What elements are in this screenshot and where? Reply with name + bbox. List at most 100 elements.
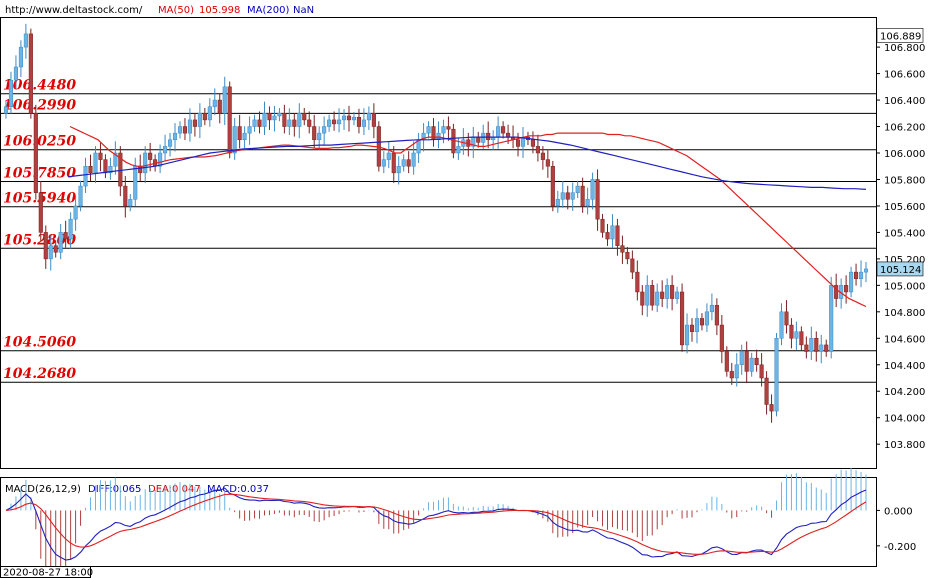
candle-up [272,115,277,121]
candle-down [754,357,759,366]
candle-up [829,285,834,352]
price-tick-label: 105.200 [884,255,925,266]
level-label: 105.7850 [3,165,76,181]
timestamp: 2020-08-27 18:00 [3,568,93,578]
macd-value: MACD:0.037 [207,484,269,495]
candle-up [794,331,799,339]
level-label: 106.2990 [3,97,76,113]
ma200-label: MA(200) [247,5,289,16]
candle-up [13,66,18,81]
candle-down [202,113,207,121]
candle-down [431,126,436,141]
candle-up [694,318,700,332]
candle-up [197,113,202,127]
candle-up [8,79,14,107]
candle-down [640,291,645,306]
candle-up [575,185,580,193]
candle-down [635,271,640,293]
candle-down [729,371,734,379]
price-tick-label: 106.000 [884,149,925,160]
candle-down [446,126,451,130]
candle-down [540,152,545,160]
candle-up [401,159,406,167]
candle-down [33,113,38,193]
candle-up [143,152,148,174]
candle-up [774,338,779,412]
candle-up [172,132,178,141]
level-label: 106.0250 [3,134,76,150]
ma50-value: 105.998 [199,5,240,16]
candle-up [809,338,814,352]
candle-down [237,126,242,141]
candle-up [93,152,98,174]
candle-down [565,192,570,200]
candle-down [530,139,535,147]
candle-up [585,199,590,207]
candle-down [406,159,411,167]
price-tick-label: 106.800 [884,43,925,54]
price-panel [0,17,877,469]
candle-up [177,126,183,134]
ma50-line [69,125,867,308]
candle-down [217,99,222,114]
candle-down [854,271,859,279]
price-tick-label: 104.200 [884,387,925,398]
price-tick-label: 106.200 [884,123,925,134]
level-label: 105.2800 [3,232,76,248]
candle-up [675,291,680,299]
candle-down [192,119,197,127]
level-label: 104.2680 [3,366,76,382]
level-label: 106.4480 [3,78,76,94]
candle-down [764,377,769,405]
candle-up [610,225,615,240]
candle-down [744,351,749,372]
candle-down [789,324,794,339]
candle-down [103,159,108,174]
candle-down [724,351,729,372]
candle-down [43,232,48,260]
candle-down [814,338,819,352]
ma200-value: NaN [293,5,314,16]
candle-up [496,126,501,138]
candle-up [187,119,192,134]
candle-down [630,258,635,273]
candle-up [351,117,357,121]
candle-down [123,185,128,207]
candle-down [699,318,705,326]
macd-title: MACD(26,12,9) [5,484,81,495]
candle-up [341,115,347,121]
ma200-line [67,136,867,190]
price-tick-label: 105.600 [884,202,925,213]
candle-up [23,33,28,48]
high-price-tag: 106.889 [880,31,921,42]
candle-up [158,152,163,167]
candle-down [605,232,610,240]
candle-down [312,126,317,141]
candle-up [684,324,690,346]
price-tick-label: 105.400 [884,228,925,239]
candle-down [650,285,655,306]
candle-down [282,113,287,127]
price-tick-label: 104.000 [884,414,925,425]
candle-up [570,192,575,200]
macd-dea: DEA:0.047 [148,484,201,495]
candle-up [779,311,784,339]
candle-down [719,324,724,352]
last-price-tag-box [876,261,924,277]
price-tick-label: 104.800 [884,308,925,319]
candle-up [734,364,739,379]
macd-tick-label: -0.200 [884,542,916,553]
candle-up [396,165,401,174]
candle-up [555,199,560,207]
candle-up [327,119,332,127]
candle-up [411,152,416,167]
price-tick-label: 106.600 [884,70,925,81]
candle-down [182,126,188,134]
candle-down [680,291,685,346]
candle-down [28,33,33,114]
candle-down [307,119,312,127]
candle-up [704,311,709,326]
candle-down [292,119,297,127]
header-url[interactable]: http://www.deltastock.com/ [5,5,143,16]
candle-up [18,46,23,68]
